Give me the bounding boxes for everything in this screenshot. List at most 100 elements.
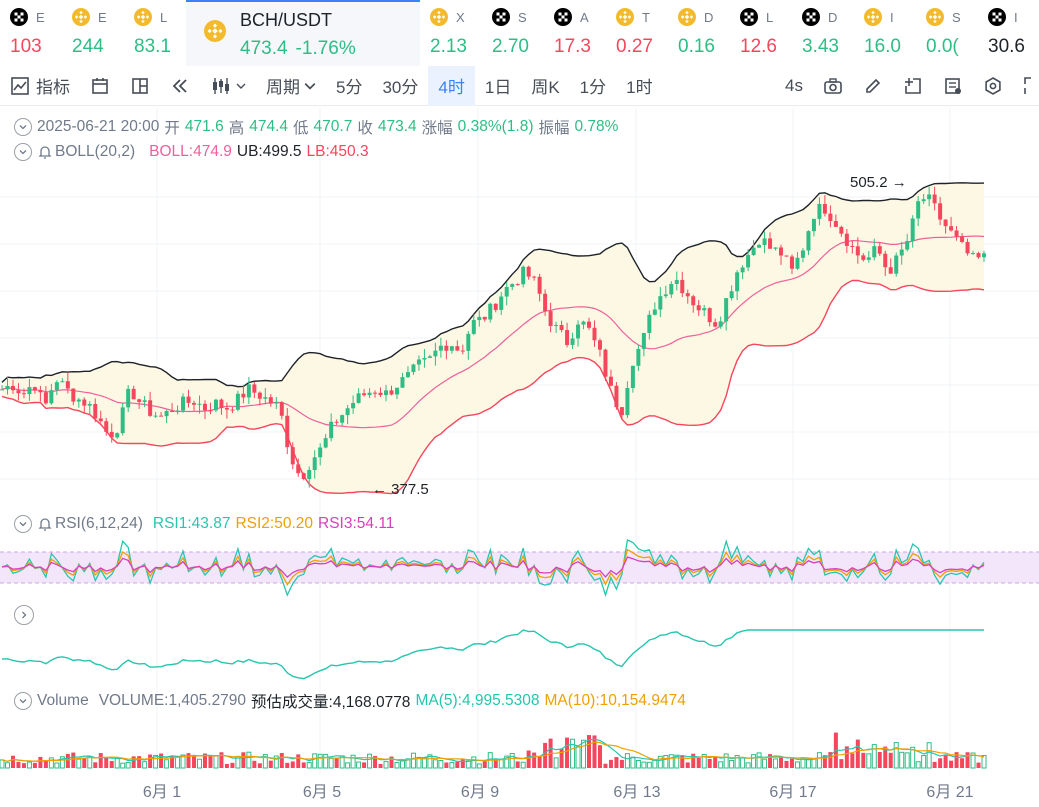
volume-bar: [0, 759, 5, 769]
collapse-icon[interactable]: [14, 118, 32, 136]
ticker-price: 83.1: [134, 36, 171, 57]
candle-body: [60, 381, 65, 383]
volume-bar: [839, 759, 844, 768]
ticker-strip: E 103 E 244 L 83.1 BCH/USDT 473.4 -1.76% X 2.13 S 2.…: [0, 0, 1039, 66]
interval-tab[interactable]: 1时: [626, 78, 653, 97]
interval-tab[interactable]: 1日: [484, 78, 512, 97]
collapse-icon[interactable]: [14, 515, 32, 533]
volume-bar: [751, 754, 757, 769]
candle-body: [389, 390, 394, 395]
ticker-symbol: S: [952, 10, 961, 25]
candle-body: [32, 387, 37, 391]
ticker-item[interactable]: D 0.16: [668, 0, 730, 66]
template-button[interactable]: [933, 66, 973, 106]
ticker-price: 2.13: [430, 36, 467, 57]
candle-body: [170, 410, 175, 412]
collapse-icon[interactable]: [14, 143, 32, 161]
chart-line-icon: [11, 76, 29, 95]
interval-tab[interactable]: 周K: [531, 78, 560, 97]
volume-bar: [805, 758, 811, 769]
calendar-icon: [92, 77, 108, 94]
volume-bar: [48, 757, 54, 769]
rsi1-line: [1, 539, 985, 598]
volume-bar: [16, 761, 21, 768]
ticker-item[interactable]: L 12.6: [730, 0, 792, 66]
candle-body: [54, 382, 59, 391]
candle-body: [636, 348, 641, 366]
candle-body: [806, 231, 811, 251]
settings-button[interactable]: [973, 66, 1013, 106]
period-dropdown[interactable]: 周期: [256, 66, 326, 106]
fullscreen-button[interactable]: [1013, 66, 1039, 106]
volume-bar: [76, 758, 82, 769]
draw-button[interactable]: [853, 66, 893, 106]
chevron-right-icon[interactable]: [14, 605, 34, 625]
bell-icon[interactable]: [37, 144, 53, 160]
ticker-change: -1.76%: [295, 38, 356, 59]
candle-body: [658, 296, 663, 310]
ticker-item[interactable]: E 244: [62, 0, 124, 66]
ticker-item[interactable]: I 30.6: [978, 0, 1039, 66]
interval-tab[interactable]: 4时: [428, 65, 475, 106]
ticker-item[interactable]: BCH/USDT 473.4 -1.76%: [186, 0, 420, 66]
add-window-button[interactable]: [893, 66, 933, 106]
close-value: 473.4: [377, 118, 417, 135]
ticker-item[interactable]: L 83.1: [124, 0, 186, 66]
ticker-item[interactable]: X 2.13: [420, 0, 482, 66]
bell-icon[interactable]: [37, 516, 53, 532]
candle-body: [0, 389, 4, 391]
volume-bar: [257, 763, 262, 768]
boll-lower-line: [1, 279, 985, 495]
volume-bar: [587, 735, 592, 768]
replay-button[interactable]: [160, 66, 200, 106]
candle-body: [312, 457, 317, 470]
ticker-symbol: S: [518, 10, 527, 25]
volume-bar: [345, 762, 351, 769]
interval-tab[interactable]: 1分: [579, 78, 607, 97]
candle-body: [384, 390, 389, 396]
candle-body: [828, 213, 833, 222]
ticker-item[interactable]: A 17.3: [544, 0, 606, 66]
layout-button[interactable]: [120, 66, 160, 106]
volume-bar: [532, 752, 537, 768]
volume-ma10: MA(10):10,154.9474: [544, 692, 686, 709]
candle-body: [740, 267, 745, 273]
ticker-item[interactable]: T 0.27: [606, 0, 668, 66]
indicators-button[interactable]: 指标: [0, 66, 80, 106]
volume-bar: [965, 752, 970, 768]
ticker-item[interactable]: I 16.0: [854, 0, 916, 66]
volume-bar: [202, 753, 207, 768]
volume-bar: [734, 755, 740, 769]
candle-body: [537, 276, 542, 294]
interval-tab[interactable]: 5分: [336, 78, 363, 97]
candle-body: [532, 276, 537, 278]
collapse-icon[interactable]: [14, 692, 32, 710]
candle-body: [307, 469, 312, 480]
x-axis-tick-label: 6月 21: [926, 784, 973, 801]
ticker-symbol: I: [890, 10, 894, 25]
ticker-item[interactable]: D 3.43: [792, 0, 854, 66]
volume-bar: [910, 746, 916, 769]
volume-bar: [432, 759, 438, 769]
volume-bar: [131, 756, 136, 768]
ticker-item[interactable]: S 2.70: [482, 0, 544, 66]
candle-body: [647, 314, 652, 333]
interval-tab[interactable]: 30分: [382, 78, 419, 97]
candle-body: [5, 385, 10, 390]
screenshot-button[interactable]: [813, 66, 853, 106]
volume-bar: [192, 755, 197, 768]
chart-type-button[interactable]: [200, 66, 256, 106]
refresh-interval[interactable]: 4s: [775, 66, 813, 106]
calendar-button[interactable]: [80, 66, 120, 106]
okx-icon: [492, 8, 510, 26]
candle-body: [641, 332, 646, 349]
volume-bar: [674, 754, 680, 769]
ticker-item[interactable]: E 103: [0, 0, 62, 66]
chevron-down-icon: [304, 82, 316, 90]
ticker-item[interactable]: S 0.0(: [916, 0, 978, 66]
candle-body: [449, 346, 454, 351]
candle-body: [784, 255, 789, 257]
candle-body: [663, 294, 668, 297]
candle-body: [257, 392, 262, 399]
